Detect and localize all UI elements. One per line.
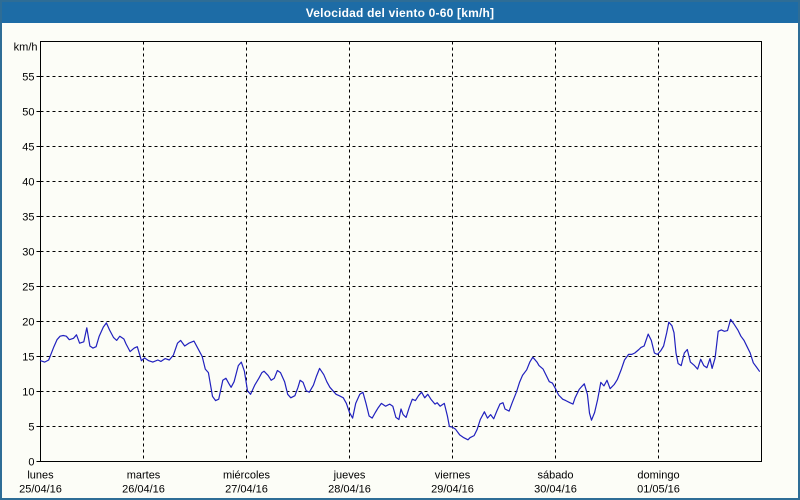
y-tick-label: 5 <box>28 422 34 434</box>
x-date-label: 28/04/16 <box>328 484 371 496</box>
x-date-label: 29/04/16 <box>431 484 474 496</box>
y-tick-label: 35 <box>22 212 34 224</box>
chart-title: Velocidad del viento 0-60 [km/h] <box>305 5 495 20</box>
x-date-label: 01/05/16 <box>637 484 680 496</box>
x-date-label: 27/04/16 <box>225 484 268 496</box>
title-bar: Velocidad del viento 0-60 [km/h] <box>2 2 798 23</box>
x-day-label: lunes <box>27 470 54 482</box>
wind-speed-km-h-line <box>39 318 761 441</box>
y-tick-label: 20 <box>22 317 34 329</box>
y-tick-label: 15 <box>22 352 34 364</box>
x-day-label: jueves <box>333 470 366 482</box>
x-day-label: viernes <box>435 470 471 482</box>
y-gridlines <box>40 76 762 427</box>
y-tick-label: 55 <box>22 72 34 84</box>
y-axis-unit-label: km/h <box>14 42 38 54</box>
x-axis: lunes 25/04/16 martes 26/04/16 miércoles 27/0… <box>19 470 680 496</box>
wind-speed-chart: 0 5 10 15 20 25 30 35 40 45 50 55 km/h lunes 25/04/16 m… <box>14 41 762 496</box>
y-tick-label: 45 <box>22 142 34 154</box>
y-axis: 0 5 10 15 20 25 30 35 40 45 50 55 <box>22 72 41 469</box>
x-day-label: miércoles <box>223 470 271 482</box>
x-date-label: 30/04/16 <box>534 484 577 496</box>
y-tick-label: 30 <box>22 247 34 259</box>
x-day-label: martes <box>127 470 161 482</box>
y-tick-label: 50 <box>22 107 34 119</box>
x-day-label: domingo <box>637 470 679 482</box>
y-tick-label: 25 <box>22 282 34 294</box>
x-date-label: 25/04/16 <box>19 484 62 496</box>
y-tick-label: 0 <box>28 457 34 469</box>
x-date-label: 26/04/16 <box>122 484 165 496</box>
x-day-label: sábado <box>537 470 573 482</box>
x-gridlines <box>143 41 659 462</box>
y-tick-label: 40 <box>22 177 34 189</box>
y-tick-label: 10 <box>22 387 34 399</box>
